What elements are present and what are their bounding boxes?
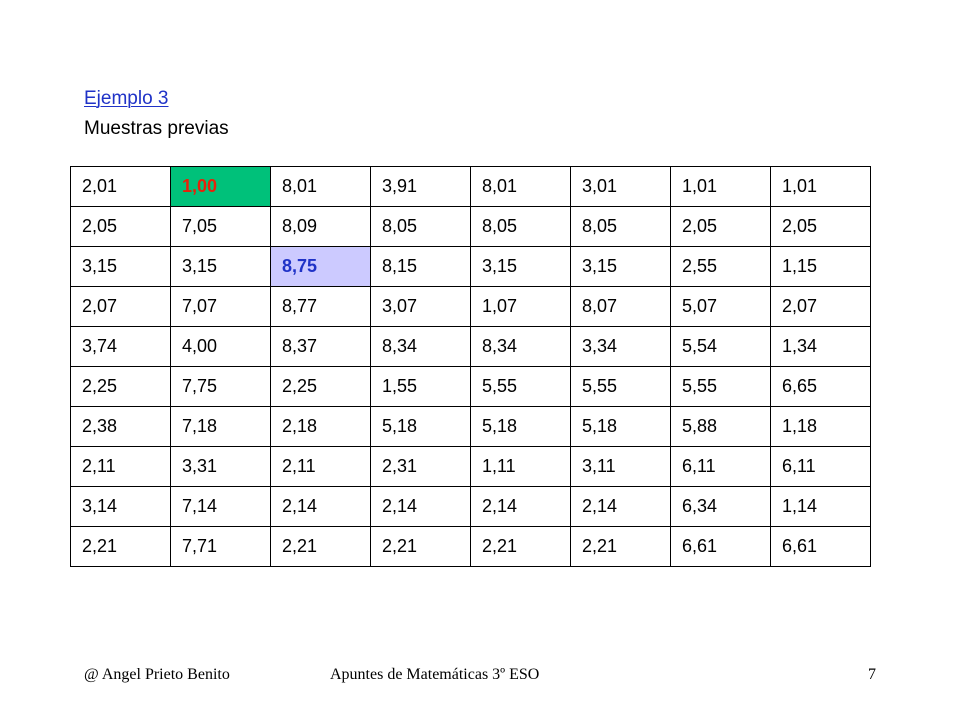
table-cell: 8,05 (570, 206, 671, 247)
table-cell: 6,61 (670, 526, 771, 567)
table-cell: 3,31 (170, 446, 271, 487)
table-cell: 7,07 (170, 286, 271, 327)
table-cell: 2,21 (370, 526, 471, 567)
table-cell: 8,34 (470, 326, 571, 367)
table-cell: 3,07 (370, 286, 471, 327)
table-cell: 8,77 (270, 286, 371, 327)
samples-table-body: 2,01 1,00 8,01 3,91 8,01 3,01 1,01 1,01 2,05 7,05… (70, 166, 871, 567)
table-cell: 2,25 (70, 366, 171, 407)
table-cell: 2,55 (670, 246, 771, 287)
table-cell: 2,14 (370, 486, 471, 527)
table-cell: 1,07 (470, 286, 571, 327)
table-cell: 5,55 (670, 366, 771, 407)
table-cell: 2,21 (570, 526, 671, 567)
table-row: 2,21 7,71 2,21 2,21 2,21 2,21 6,61 6,61 (70, 526, 871, 567)
table-cell: 1,01 (670, 166, 771, 207)
table-cell: 2,01 (70, 166, 171, 207)
page-number: 7 (868, 666, 876, 683)
table-cell: 3,34 (570, 326, 671, 367)
highlighted-cell: 1,00 (170, 166, 271, 207)
table-row: 3,74 4,00 8,37 8,34 8,34 3,34 5,54 1,34 (70, 326, 871, 367)
table-cell: 2,07 (70, 286, 171, 327)
table-cell: 7,14 (170, 486, 271, 527)
table-row: 2,38 7,18 2,18 5,18 5,18 5,18 5,88 1,18 (70, 406, 871, 447)
table-cell: 1,34 (770, 326, 871, 367)
table-cell: 6,61 (770, 526, 871, 567)
table-cell: 1,18 (770, 406, 871, 447)
table-cell: 7,18 (170, 406, 271, 447)
table-cell: 5,18 (570, 406, 671, 447)
highlighted-cell: 8,75 (270, 246, 371, 287)
table-cell: 2,21 (270, 526, 371, 567)
table-cell: 2,14 (270, 486, 371, 527)
table-cell: 4,00 (170, 326, 271, 367)
table-cell: 5,88 (670, 406, 771, 447)
table-row: 2,01 1,00 8,01 3,91 8,01 3,01 1,01 1,01 (70, 166, 871, 207)
table-cell: 7,75 (170, 366, 271, 407)
table-cell: 5,55 (470, 366, 571, 407)
table-cell: 5,18 (370, 406, 471, 447)
table-cell: 2,14 (470, 486, 571, 527)
footer-title: Apuntes de Matemáticas 3º ESO (330, 666, 540, 683)
table-cell: 3,14 (70, 486, 171, 527)
table-cell: 2,38 (70, 406, 171, 447)
table-cell: 8,05 (370, 206, 471, 247)
table-cell: 2,14 (570, 486, 671, 527)
table-cell: 2,05 (70, 206, 171, 247)
table-cell: 8,05 (470, 206, 571, 247)
table-cell: 1,01 (770, 166, 871, 207)
table-cell: 5,54 (670, 326, 771, 367)
table-cell: 6,65 (770, 366, 871, 407)
table-cell: 7,05 (170, 206, 271, 247)
samples-table: 2,01 1,00 8,01 3,91 8,01 3,01 1,01 1,01 2,05 7,05… (70, 166, 871, 567)
table-cell: 8,01 (470, 166, 571, 207)
table-cell: 6,34 (670, 486, 771, 527)
table-cell: 8,37 (270, 326, 371, 367)
table-cell: 2,21 (70, 526, 171, 567)
table-cell: 3,91 (370, 166, 471, 207)
table-cell: 2,18 (270, 406, 371, 447)
table-cell: 3,15 (170, 246, 271, 287)
table-cell: 6,11 (670, 446, 771, 487)
table-cell: 8,01 (270, 166, 371, 207)
table-cell: 2,11 (270, 446, 371, 487)
table-cell: 3,74 (70, 326, 171, 367)
table-cell: 2,07 (770, 286, 871, 327)
table-row: 2,25 7,75 2,25 1,55 5,55 5,55 5,55 6,65 (70, 366, 871, 407)
table-cell: 6,11 (770, 446, 871, 487)
table-cell: 2,05 (770, 206, 871, 247)
table-cell: 2,11 (70, 446, 171, 487)
table-cell: 3,11 (570, 446, 671, 487)
table-cell: 1,55 (370, 366, 471, 407)
table-cell: 5,07 (670, 286, 771, 327)
table-row: 2,05 7,05 8,09 8,05 8,05 8,05 2,05 2,05 (70, 206, 871, 247)
table-row: 3,14 7,14 2,14 2,14 2,14 2,14 6,34 1,14 (70, 486, 871, 527)
table-cell: 7,71 (170, 526, 271, 567)
table-cell: 8,09 (270, 206, 371, 247)
table-row: 3,15 3,15 8,75 8,15 3,15 3,15 2,55 1,15 (70, 246, 871, 287)
heading-block: Ejemplo 3 Muestras previas (84, 84, 229, 144)
table-cell: 2,21 (470, 526, 571, 567)
table-cell: 2,31 (370, 446, 471, 487)
table-row: 2,07 7,07 8,77 3,07 1,07 8,07 5,07 2,07 (70, 286, 871, 327)
table-cell: 3,15 (470, 246, 571, 287)
table-cell: 8,34 (370, 326, 471, 367)
table-cell: 8,15 (370, 246, 471, 287)
table-cell: 1,11 (470, 446, 571, 487)
table-cell: 2,25 (270, 366, 371, 407)
table-cell: 3,01 (570, 166, 671, 207)
table-cell: 1,14 (770, 486, 871, 527)
table-cell: 3,15 (570, 246, 671, 287)
footer-author: @ Angel Prieto Benito (84, 666, 230, 683)
table-cell: 5,18 (470, 406, 571, 447)
table-cell: 2,05 (670, 206, 771, 247)
table-cell: 1,15 (770, 246, 871, 287)
table-cell: 3,15 (70, 246, 171, 287)
subtitle: Muestras previas (84, 118, 229, 139)
table-cell: 8,07 (570, 286, 671, 327)
example-title-link[interactable]: Ejemplo 3 (84, 88, 169, 109)
table-row: 2,11 3,31 2,11 2,31 1,11 3,11 6,11 6,11 (70, 446, 871, 487)
table-cell: 5,55 (570, 366, 671, 407)
